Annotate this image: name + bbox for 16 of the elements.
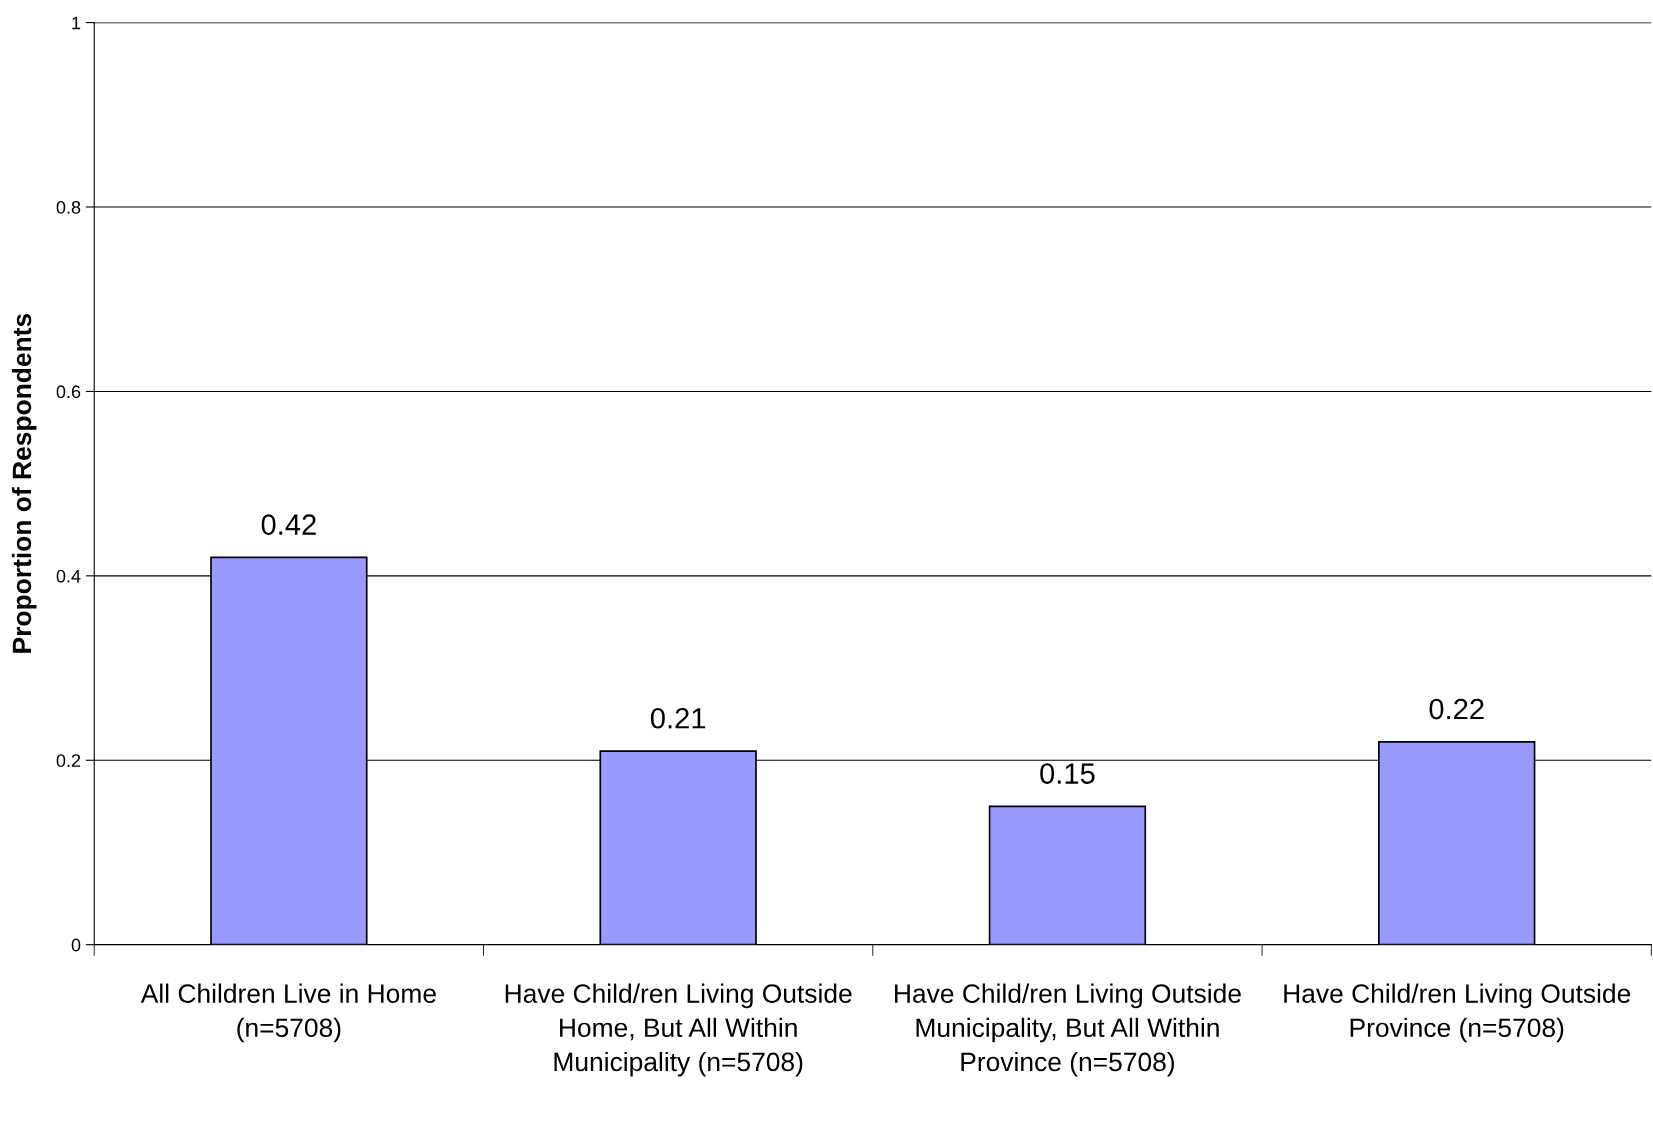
x-tick-label: Have Child/ren Living Outside Municipality, But All Within Province (n=5708) [895, 983, 1241, 1077]
x-tick-label: All Children Live in Home (n=5708) [140, 983, 436, 1043]
x-tick-label: Have Child/ren Living Outside Home, But All Within Municipality (n=5708) [505, 983, 852, 1077]
y-axis-title: Proportion of Respondents [11, 313, 37, 653]
y-tick-label: 0.4 [56, 569, 81, 583]
y-tick-label: 1 [72, 16, 81, 30]
x-tick-label: Have Child/ren Living Outside Province (n=5708) [1284, 983, 1631, 1043]
y-tick-label: 0 [71, 938, 81, 952]
y-tick-label: 0.8 [56, 200, 81, 214]
y-tick-label: 0.6 [56, 385, 81, 399]
data-label: 0.15 [1040, 763, 1095, 784]
data-label: 0.42 [261, 514, 316, 535]
data-label: 0.22 [1429, 698, 1484, 720]
y-tick-label: 0.2 [56, 754, 81, 767]
bar [988, 805, 1147, 945]
data-label: 0.21 [650, 707, 706, 729]
